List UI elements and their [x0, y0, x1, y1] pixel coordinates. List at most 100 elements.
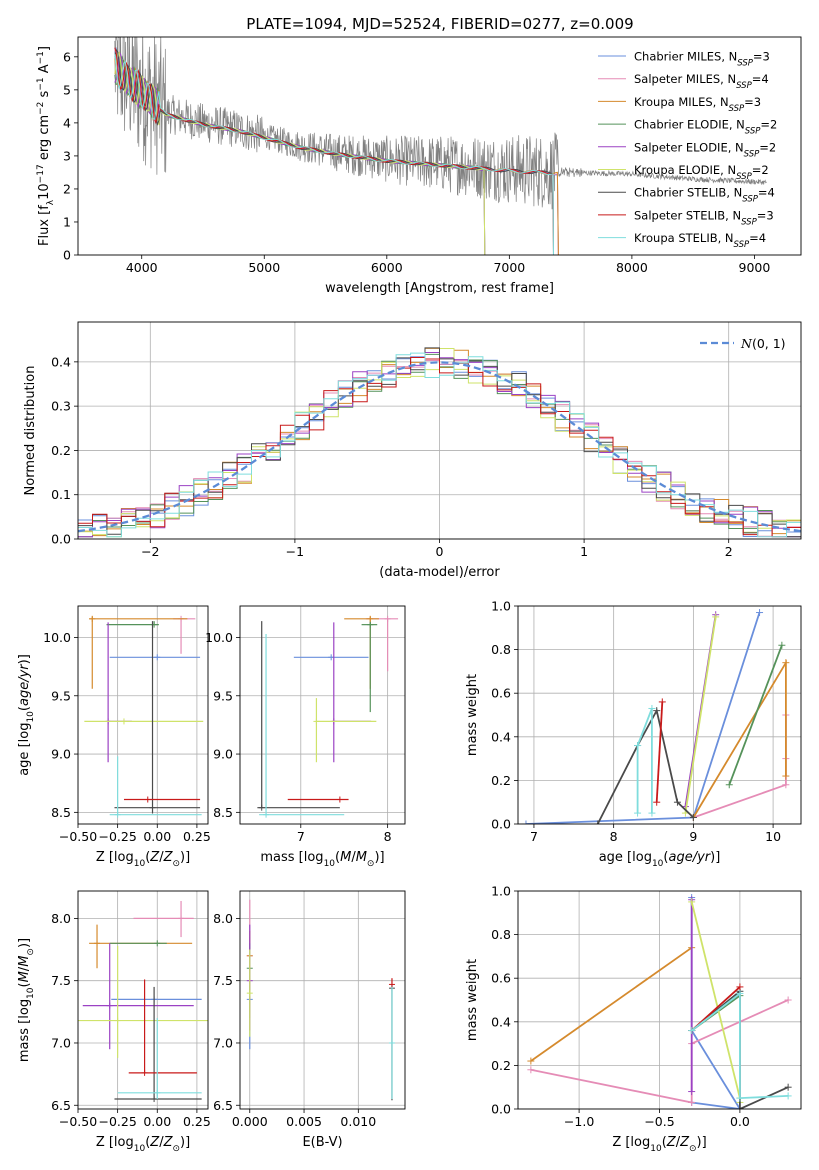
label-part: )] [17, 938, 32, 948]
age_vs_weight-x-label: age [log10(age/yr)] [599, 850, 721, 869]
y-tick-label: 0.1 [51, 487, 71, 502]
label-part: )] [180, 850, 190, 865]
y-tick-label: 7.0 [213, 1035, 233, 1050]
label-part: )] [17, 654, 32, 664]
y-tick-label: 10.0 [205, 630, 233, 645]
label-part: Z [666, 1135, 677, 1150]
label-part: / [351, 850, 356, 865]
label-part: 10 [324, 859, 336, 869]
label-part: ( [663, 850, 668, 865]
legend-label-6: Kroupa ELODIE, NSSP=2 [634, 163, 769, 182]
label-part: ⊙ [172, 1144, 180, 1154]
label-part: ⊙ [367, 859, 375, 869]
age_vs_weight-y-label: mass weight [465, 674, 480, 756]
legend-label-3: Kroupa MILES, NSSP=3 [634, 95, 761, 114]
x-tick-label: 0.00 [143, 829, 171, 844]
x-tick-label: 0.005 [286, 1114, 322, 1129]
x-tick-label: −0.5 [644, 1114, 674, 1129]
y-tick-label: 0.4 [491, 729, 511, 744]
y-tick-label: 5 [63, 82, 71, 97]
legend-sub: SSP [734, 240, 750, 250]
legend-label-8: Salpeter STELIB, NSSP=3 [634, 208, 774, 227]
label-part: age/yr [17, 663, 32, 706]
y-tick-label: 8.5 [213, 805, 233, 820]
x-tick-label: −0.25 [98, 1114, 136, 1129]
legend-text: Salpeter STELIB, N [634, 208, 741, 222]
label-part: λ [46, 199, 56, 205]
legend-n: =4 [752, 72, 769, 86]
panel-ebv_vs_mass: 0.000 0.005 0.010 6.5 7.0 7.5 8.0 E(B-V) [213, 890, 406, 1150]
legend-sub: SSP [745, 127, 761, 137]
axes-frame [239, 605, 406, 825]
legend-text: Salpeter ELODIE, N [634, 140, 744, 154]
legend-n: =3 [744, 95, 761, 109]
label-part: ( [17, 982, 32, 987]
label-part: ⊙ [172, 859, 180, 869]
x-tick-label: −0.25 [98, 829, 136, 844]
label-part: Z [163, 850, 174, 865]
axes-frame [77, 605, 209, 825]
y-tick-label: 0.4 [491, 1014, 511, 1029]
label-part: mass weight [465, 959, 480, 1041]
spectrum-y-label: Flux [fλ10−17 erg cm−2 s−1 A−1] [36, 46, 56, 246]
plot-area-mass_vs_age [240, 606, 405, 824]
panel-spectrum: 4000 5000 6000 7000 8000 9000 0 1 2 3 4 5 6 wavelengt… [36, 36, 802, 296]
y-tick-label: 9.0 [51, 747, 71, 762]
y-tick-label: 7.0 [51, 1035, 71, 1050]
label-part: 10 [134, 1144, 146, 1154]
plot-area-z_vs_mass [78, 891, 208, 1109]
mass_vs_age-x-label: mass [log10(M/M⊙)] [260, 850, 384, 869]
residuals-y-label: Normed distribution [23, 366, 38, 496]
label-part: )] [180, 1135, 190, 1150]
x-tick-label: 0.000 [232, 1114, 268, 1129]
legend-label-2: Salpeter MILES, NSSP=4 [634, 72, 769, 91]
weight-line-8 [655, 701, 664, 803]
y-tick-label: 10.0 [43, 630, 71, 645]
axes-frame [77, 890, 209, 1110]
z_vs_mass-y-label: mass [log10(M/M⊙)] [17, 938, 36, 1062]
plot-area-age_vs_weight [518, 606, 801, 824]
x-tick-label: 8 [384, 829, 392, 844]
x-tick-label: 1 [580, 544, 588, 559]
x-tick-label: 9 [689, 829, 697, 844]
x-tick-label: 2 [725, 544, 733, 559]
label-part: Flux [f [37, 205, 52, 246]
y-tick-label: 0.6 [491, 971, 511, 986]
y-tick-label: 3 [63, 148, 71, 163]
y-tick-label: 4 [63, 115, 71, 130]
axes-frame [239, 890, 406, 1110]
ebv_vs_mass-x-label: E(B-V) [302, 1135, 342, 1150]
z_vs_age-x-label: Z [log10(Z/Z⊙)] [96, 850, 190, 869]
y-tick-label: 0.2 [491, 1058, 511, 1073]
z_vs_weight-x-label: Z [log10(Z/Z⊙)] [612, 1135, 706, 1154]
legend-text: Kroupa STELIB, N [634, 231, 734, 245]
legend-text: Kroupa MILES, N [634, 95, 729, 109]
x-tick-label: 10 [765, 829, 781, 844]
legend-n: =2 [759, 140, 776, 154]
x-tick-label: 0.25 [183, 1114, 211, 1129]
legend-label-5: Salpeter ELODIE, NSSP=2 [634, 140, 776, 159]
x-tick-label: −0.50 [59, 829, 97, 844]
x-tick-label: 0.00 [143, 1114, 171, 1129]
legend-label-1: Chabrier MILES, NSSP=3 [634, 50, 770, 69]
label-part: age [log [599, 850, 652, 865]
label-part: −1 [36, 77, 46, 90]
x-tick-label: −1.0 [564, 1114, 594, 1129]
label-part: mass weight [465, 674, 480, 756]
label-part: Z [163, 1135, 174, 1150]
label-part: )] [710, 850, 720, 865]
residuals-legend: N(0, 1) [700, 336, 786, 351]
label-part: ( [335, 850, 340, 865]
y-tick-label: 0.0 [51, 532, 71, 547]
label-part: 10 [26, 711, 36, 723]
x-tick-label: 8 [610, 829, 618, 844]
x-tick-label: 0.25 [183, 829, 211, 844]
x-tick-label: −1 [286, 544, 304, 559]
label-part: 10 [37, 183, 52, 200]
plot-area-ebv_vs_mass [240, 891, 405, 1109]
label-part: 10 [134, 859, 146, 869]
y-tick-label: 1.0 [491, 599, 511, 614]
y-tick-label: 0.0 [491, 817, 511, 832]
